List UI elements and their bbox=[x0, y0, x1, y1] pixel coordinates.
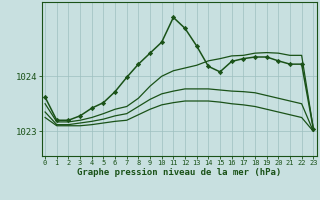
X-axis label: Graphe pression niveau de la mer (hPa): Graphe pression niveau de la mer (hPa) bbox=[77, 168, 281, 177]
